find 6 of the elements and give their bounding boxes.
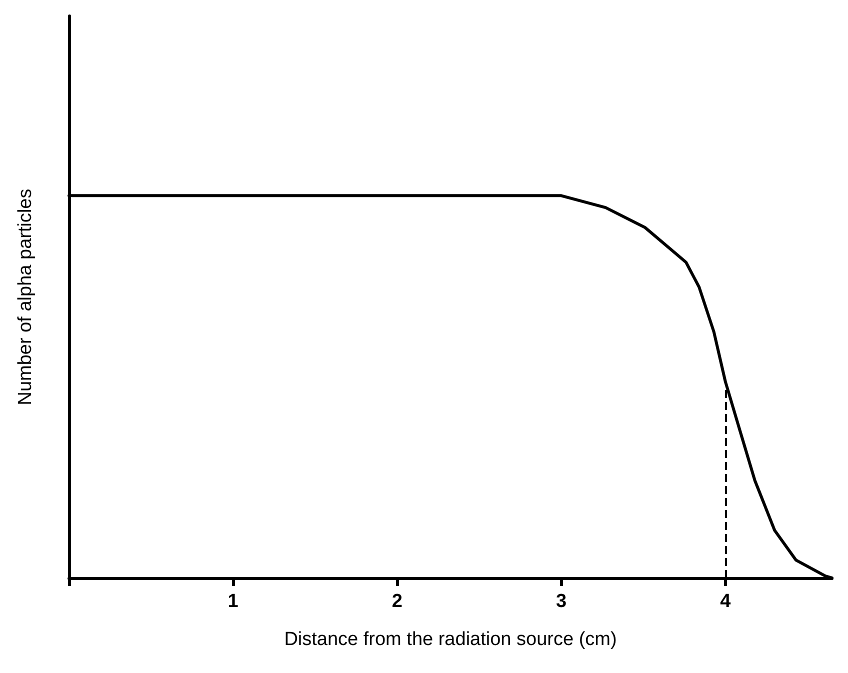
x-tick-label: 2: [392, 591, 402, 612]
x-axis-title: Distance from the radiation source (cm): [284, 629, 617, 650]
x-tick-label: 1: [228, 591, 239, 612]
x-tick-label: 3: [556, 591, 567, 612]
x-tick-label: 4: [720, 591, 732, 612]
y-axis-title: Number of alpha particles: [15, 188, 36, 406]
